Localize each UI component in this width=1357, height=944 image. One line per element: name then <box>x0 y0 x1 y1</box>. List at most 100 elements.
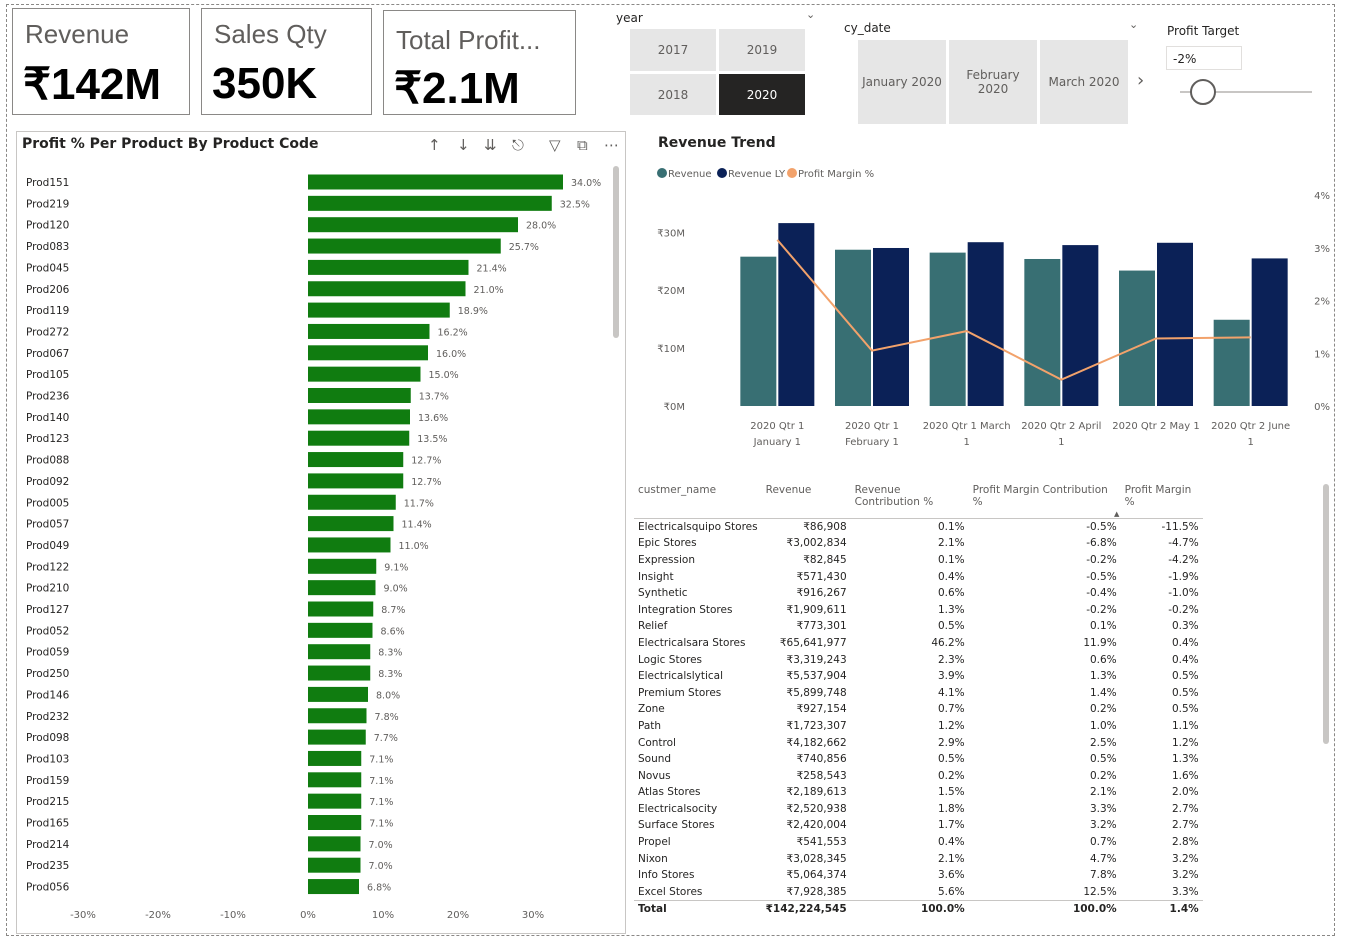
table-row[interactable]: Electricalslytical ₹5,537,904 3.9% 1.3% 0.5% <box>634 668 1203 685</box>
bar[interactable] <box>308 323 430 339</box>
revenue-bar[interactable] <box>1119 270 1155 406</box>
table-row[interactable]: Relief ₹773,301 0.5% 0.1% 0.3% <box>634 618 1203 635</box>
bar[interactable] <box>308 537 391 553</box>
bar[interactable] <box>308 430 410 446</box>
sort-ascending-icon[interactable]: ▲ <box>1114 510 1120 518</box>
column-header[interactable]: Profit Margin % <box>1120 482 1203 519</box>
bar[interactable] <box>308 665 371 681</box>
table-row[interactable]: Atlas Stores ₹2,189,613 1.5% 2.1% 2.0% <box>634 784 1203 801</box>
table-row[interactable]: Sound ₹740,856 0.5% 0.5% 1.3% <box>634 751 1203 768</box>
revenue-bar[interactable] <box>1251 258 1288 406</box>
column-header[interactable]: Revenue Contribution % <box>850 482 969 519</box>
table-row[interactable]: Electricalsocity ₹2,520,938 1.8% 3.3% 2.7% <box>634 801 1203 818</box>
revenue-bar[interactable] <box>1024 258 1061 406</box>
legend-label[interactable]: Profit Margin % <box>798 169 874 180</box>
bar[interactable] <box>308 708 367 724</box>
bar[interactable] <box>308 516 394 532</box>
table-row[interactable]: Premium Stores ₹5,899,748 4.1% 1.4% 0.5% <box>634 684 1203 701</box>
bar[interactable] <box>308 601 374 617</box>
table-row[interactable]: Info Stores ₹5,064,374 3.6% 7.8% 3.2% <box>634 867 1203 884</box>
date-tile-march-2020[interactable]: March 2020 <box>1040 40 1128 124</box>
column-header[interactable]: custmer_name <box>634 482 762 519</box>
bar[interactable] <box>308 815 362 830</box>
bar[interactable] <box>308 409 410 425</box>
year-tile-2019[interactable]: 2019 <box>719 29 805 71</box>
column-header[interactable]: Profit Margin Contribution % <box>968 482 1121 519</box>
bar[interactable] <box>308 281 466 297</box>
year-tile-2017[interactable]: 2017 <box>630 29 716 71</box>
table-row[interactable]: Synthetic ₹916,267 0.6% -0.4% -1.0% <box>634 585 1203 602</box>
table-row[interactable]: Nixon ₹3,028,345 2.1% 4.7% 3.2% <box>634 850 1203 867</box>
revenue-bar[interactable] <box>967 242 1004 406</box>
bar[interactable] <box>308 259 469 275</box>
bar[interactable] <box>308 366 421 382</box>
revenue-bar[interactable] <box>778 223 815 406</box>
year-tile-2020[interactable]: 2020 <box>719 74 805 115</box>
revenue-bar[interactable] <box>1213 319 1250 406</box>
table-row[interactable]: Expression ₹82,845 0.1% -0.2% -4.2% <box>634 552 1203 569</box>
table-row[interactable]: Logic Stores ₹3,319,243 2.3% 0.6% 0.4% <box>634 651 1203 668</box>
bar[interactable] <box>308 238 501 254</box>
revenue-bar[interactable] <box>1062 245 1099 406</box>
bar-chart-scrollbar[interactable] <box>613 166 619 338</box>
filter-icon[interactable]: ▽ <box>549 136 561 154</box>
focus-mode-icon[interactable]: ⧉ <box>577 136 588 154</box>
chevron-down-icon[interactable]: ⌄ <box>1129 18 1139 31</box>
total-profit-card[interactable]: Total Profit... ₹2.1M <box>383 10 576 115</box>
table-row[interactable]: Novus ₹258,543 0.2% 0.2% 1.6% <box>634 767 1203 784</box>
bar[interactable] <box>308 857 361 873</box>
bar[interactable] <box>308 452 404 468</box>
revenue-bar[interactable] <box>1157 242 1193 406</box>
bar[interactable] <box>308 793 362 809</box>
bar[interactable] <box>308 686 368 702</box>
profit-target-input[interactable]: -2% <box>1166 46 1242 70</box>
expand-hierarchy-icon[interactable]: ⎋ <box>512 136 524 154</box>
bar[interactable] <box>308 302 450 318</box>
bar[interactable] <box>308 750 362 766</box>
revenue-card[interactable]: Revenue ₹142M <box>12 8 190 115</box>
table-scrollbar[interactable] <box>1323 484 1329 744</box>
date-tile-february-2020[interactable]: February 2020 <box>949 40 1037 124</box>
table-row[interactable]: Epic Stores ₹3,002,834 2.1% -6.8% -4.7% <box>634 535 1203 552</box>
revenue-bar[interactable] <box>740 256 777 406</box>
bar[interactable] <box>308 879 359 895</box>
table-row[interactable]: Insight ₹571,430 0.4% -0.5% -1.9% <box>634 568 1203 585</box>
more-options-icon[interactable]: ⋯ <box>604 136 619 154</box>
bar[interactable] <box>308 836 361 852</box>
revenue-bar[interactable] <box>929 252 966 406</box>
chevron-right-icon[interactable]: › <box>1137 70 1145 91</box>
double-arrow-down-icon[interactable]: ⇊ <box>484 136 497 154</box>
sales-qty-card[interactable]: Sales Qty 350K <box>201 8 372 115</box>
customer-table[interactable]: custmer_name Revenue Revenue Contribution … <box>634 482 1203 918</box>
revenue-bar[interactable] <box>873 247 909 406</box>
bar[interactable] <box>308 644 371 660</box>
bar[interactable] <box>308 622 373 638</box>
bar[interactable] <box>308 772 362 788</box>
bar[interactable] <box>308 174 563 190</box>
table-row[interactable]: Control ₹4,182,662 2.9% 2.5% 1.2% <box>634 734 1203 751</box>
arrow-down-icon[interactable]: ↓ <box>457 136 470 154</box>
bar[interactable] <box>308 558 377 574</box>
profit-margin-line[interactable] <box>776 239 1251 381</box>
bar[interactable] <box>308 729 366 745</box>
legend-label[interactable]: Revenue <box>668 169 712 180</box>
slider-handle[interactable] <box>1190 79 1216 105</box>
year-tile-2018[interactable]: 2018 <box>630 74 716 115</box>
bar[interactable] <box>308 388 411 403</box>
date-tile-january-2020[interactable]: January 2020 <box>858 40 946 124</box>
legend-label[interactable]: Revenue LY <box>728 169 786 180</box>
bar[interactable] <box>308 494 396 510</box>
column-header[interactable]: Revenue <box>761 482 851 519</box>
profit-target-slider[interactable] <box>1176 78 1316 108</box>
table-row[interactable]: Excel Stores ₹7,928,385 5.6% 12.5% 3.3% <box>634 884 1203 901</box>
table-row[interactable]: Electricalsquipo Stores ₹86,908 0.1% -0.5% -… <box>634 518 1203 535</box>
table-row[interactable]: Propel ₹541,553 0.4% 0.7% 2.8% <box>634 834 1203 851</box>
arrow-up-icon[interactable]: ↑ <box>428 136 441 154</box>
bar[interactable] <box>308 195 552 211</box>
bar[interactable] <box>308 473 404 489</box>
total-row[interactable]: Total ₹142,224,545 100.0% 100.0% 1.4% <box>634 900 1203 918</box>
table-row[interactable]: Electricalsara Stores ₹65,641,977 46.2% 11.… <box>634 635 1203 652</box>
table-row[interactable]: Path ₹1,723,307 1.2% 1.0% 1.1% <box>634 718 1203 735</box>
table-row[interactable]: Surface Stores ₹2,420,004 1.7% 3.2% 2.7% <box>634 817 1203 834</box>
bar[interactable] <box>308 580 376 596</box>
